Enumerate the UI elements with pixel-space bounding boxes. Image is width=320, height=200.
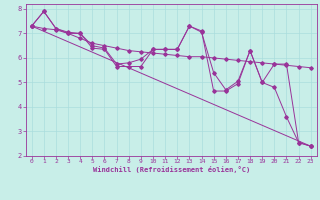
X-axis label: Windchill (Refroidissement éolien,°C): Windchill (Refroidissement éolien,°C) — [92, 166, 250, 173]
